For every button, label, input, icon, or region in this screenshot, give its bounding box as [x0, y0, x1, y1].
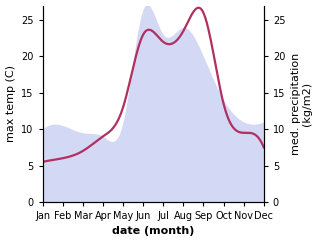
- Y-axis label: max temp (C): max temp (C): [5, 65, 16, 142]
- Y-axis label: med. precipitation
(kg/m2): med. precipitation (kg/m2): [291, 53, 313, 155]
- X-axis label: date (month): date (month): [112, 227, 194, 236]
